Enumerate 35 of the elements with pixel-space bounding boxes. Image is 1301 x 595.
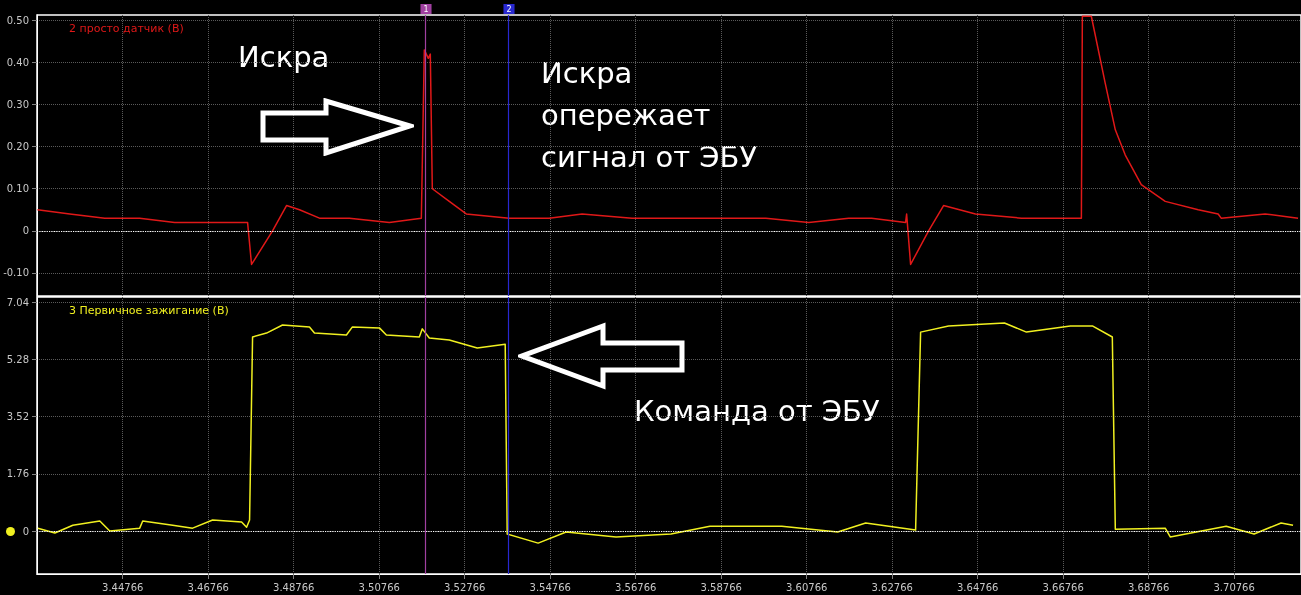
y-tick-label: 0.20: [6, 141, 29, 153]
x-tick-label: 3.44766: [102, 581, 144, 593]
annotation: Команда от ЭБУ: [634, 394, 880, 428]
x-tick-label: 3.62766: [871, 581, 913, 593]
annotation: Искра опережает сигнал от ЭБУ: [541, 56, 758, 174]
y-tick-label: 5.28: [6, 353, 29, 365]
y-tick-label: 0: [22, 525, 29, 537]
text: 1: [423, 4, 429, 14]
annotation: Искра: [238, 40, 330, 74]
line-series: [37, 322, 1294, 544]
x-tick-label: 3.52766: [444, 581, 486, 593]
line-series: [36, 15, 1299, 266]
text: 2 просто датчик (В): [69, 21, 184, 35]
y-tick-label: -0.10: [3, 267, 29, 279]
y-tick-label: 1.76: [6, 468, 29, 480]
x-tick-label: 3.68766: [1127, 581, 1170, 593]
y-tick-label: 0.30: [6, 99, 29, 111]
y-tick-label: 0.40: [6, 57, 29, 69]
text: 2: [506, 4, 512, 14]
y-tick-label: 0: [22, 225, 29, 237]
x-tick-label: 3.64766: [956, 581, 999, 593]
x-tick-label: 3.48766: [273, 581, 315, 593]
x-tick-label: 3.54766: [529, 581, 571, 593]
y-tick-label: 3.52: [6, 411, 29, 423]
x-tick-label: 3.46766: [187, 581, 229, 593]
x-tick-label: 3.70766: [1213, 581, 1255, 593]
y-tick-label: 7.04: [6, 296, 29, 308]
y-tick-label: 0.50: [6, 14, 29, 26]
x-tick-label: 3.50766: [358, 581, 400, 593]
y-tick-label: 0.10: [6, 183, 29, 195]
x-tick-label: 3.60766: [786, 581, 828, 593]
text: 3 Первичное зажигание (В): [69, 303, 229, 317]
x-tick-label: 3.66766: [1042, 581, 1084, 593]
x-tick-label: 3.56766: [615, 581, 657, 593]
x-tick-label: 3.58766: [700, 581, 742, 593]
